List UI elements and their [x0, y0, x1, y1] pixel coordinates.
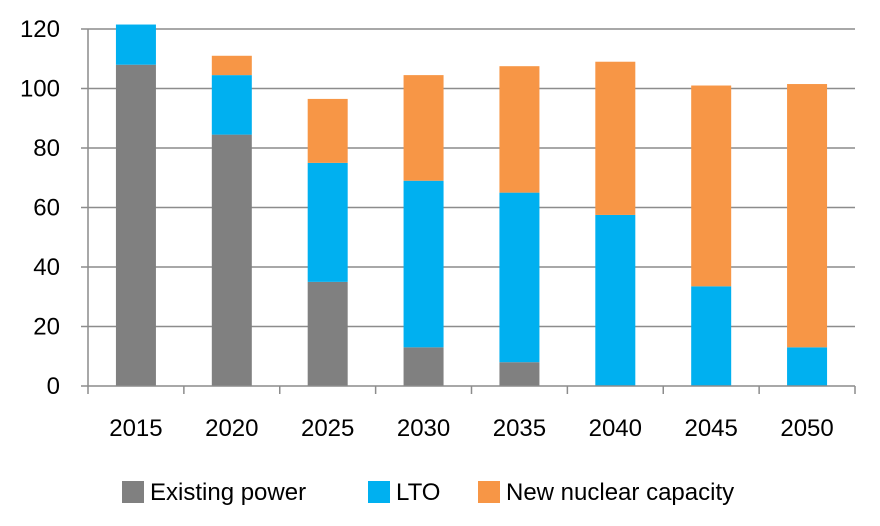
bar-lto-2020	[211, 75, 252, 135]
bar-existing-power-2030	[403, 347, 444, 386]
bar-lto-2030	[403, 180, 444, 348]
bar-new-nuclear-capacity-2025	[307, 98, 348, 163]
x-tick-label: 2025	[301, 415, 354, 442]
legend-swatch	[368, 481, 390, 503]
bar-lto-2045	[691, 286, 732, 386]
y-tick-label: 120	[20, 16, 60, 43]
bar-lto-2040	[595, 214, 636, 386]
bar-lto-2035	[499, 192, 540, 363]
legend-label: Existing power	[150, 479, 306, 506]
bar-lto-2050	[787, 347, 828, 386]
x-tick-label: 2045	[684, 415, 737, 442]
bar-lto-2015	[115, 24, 156, 65]
x-tick-label: 2020	[205, 415, 258, 442]
x-tick-label: 2015	[109, 415, 162, 442]
y-tick-label: 40	[33, 254, 60, 281]
legend: Existing power LTO New nuclear capacity	[122, 479, 734, 506]
y-tick-label: 80	[33, 135, 60, 162]
bar-new-nuclear-capacity-2035	[499, 66, 540, 193]
bar-lto-2025	[307, 162, 348, 282]
y-tick-label: 100	[20, 76, 60, 103]
bar-new-nuclear-capacity-2045	[691, 85, 732, 287]
bar-new-nuclear-capacity-2030	[403, 75, 444, 181]
legend-swatch	[122, 481, 144, 503]
legend-label: New nuclear capacity	[506, 479, 734, 506]
bar-new-nuclear-capacity-2040	[595, 61, 636, 215]
bar-existing-power-2015	[115, 64, 156, 386]
x-tick-label: 2040	[589, 415, 642, 442]
y-tick-label: 20	[33, 314, 60, 341]
bar-new-nuclear-capacity-2050	[787, 84, 828, 348]
x-tick-label: 2030	[397, 415, 450, 442]
y-tick-label: 0	[47, 373, 60, 400]
x-tick-label: 2035	[493, 415, 546, 442]
bars	[115, 24, 828, 386]
gridlines	[88, 28, 855, 328]
bar-existing-power-2035	[499, 362, 540, 386]
bar-new-nuclear-capacity-2020	[211, 55, 252, 76]
bar-existing-power-2020	[211, 134, 252, 386]
x-tick-label: 2050	[780, 415, 833, 442]
bar-existing-power-2025	[307, 281, 348, 386]
legend-swatch	[478, 481, 500, 503]
y-tick-label: 60	[33, 195, 60, 222]
legend-label: LTO	[396, 479, 440, 506]
